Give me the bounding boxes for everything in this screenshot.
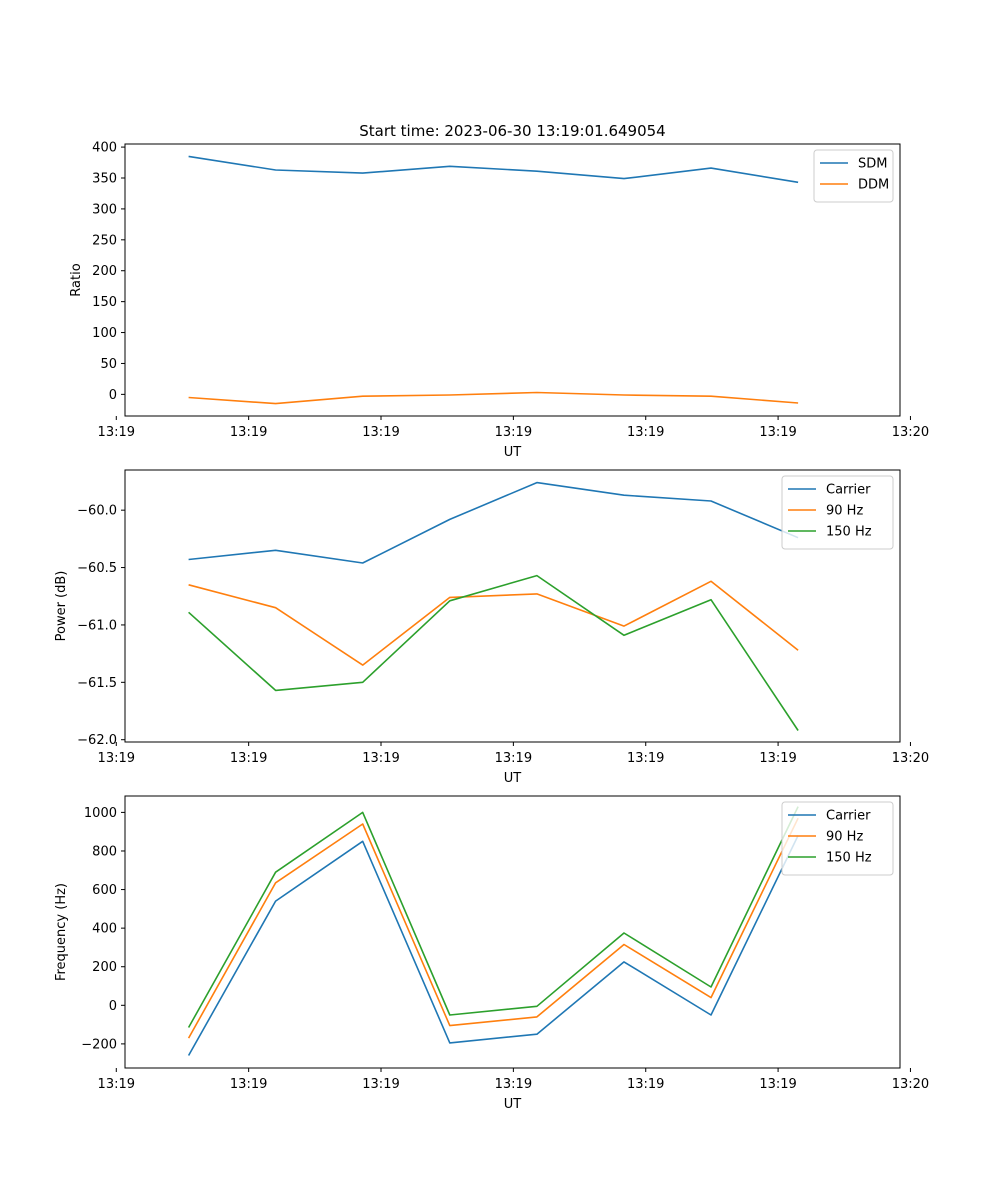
x-tick-label: 13:19 bbox=[98, 425, 135, 440]
x-tick-label: 13:19 bbox=[627, 425, 664, 440]
y-axis-label: Power (dB) bbox=[54, 571, 69, 642]
plot-frame bbox=[124, 795, 901, 1069]
y-tick-label: 1000 bbox=[84, 806, 117, 821]
legend-label: Carrier bbox=[826, 809, 871, 824]
x-tick-label: 13:20 bbox=[892, 1077, 929, 1092]
x-tick-label: 13:20 bbox=[892, 425, 929, 440]
chart-panel-2: 13:19 13:19 13:19 13:19 13:19 13:19 13:20 −62.0… bbox=[54, 469, 929, 786]
y-tick-label: −200 bbox=[81, 1037, 117, 1052]
x-tick-label: 13:19 bbox=[495, 751, 532, 766]
y-tick-label: −62.0 bbox=[77, 733, 117, 748]
y-tick-label: −60.5 bbox=[77, 561, 117, 576]
series-line-150-hz bbox=[188, 574, 799, 731]
x-tick-label: 13:20 bbox=[892, 751, 929, 766]
y-tick-label: 50 bbox=[100, 357, 117, 372]
x-tick-label: 13:19 bbox=[230, 751, 267, 766]
y-axis-label: Frequency (Hz) bbox=[54, 883, 69, 981]
y-tick-label: 300 bbox=[92, 202, 117, 217]
x-tick-label: 13:19 bbox=[230, 425, 267, 440]
x-tick-label: 13:19 bbox=[627, 751, 664, 766]
legend-label: 150 Hz bbox=[826, 851, 872, 866]
y-tick-label: 200 bbox=[92, 264, 117, 279]
x-tick-label: 13:19 bbox=[230, 1077, 267, 1092]
y-tick-label: 0 bbox=[109, 999, 117, 1014]
chart-panel-3: 13:19 13:19 13:19 13:19 13:19 13:19 13:20 −200 0… bbox=[54, 795, 929, 1112]
y-tick-label: 800 bbox=[92, 844, 117, 859]
y-tick-label: 350 bbox=[92, 172, 117, 187]
y-axis-label: Ratio bbox=[69, 263, 84, 296]
x-tick-label: 13:19 bbox=[362, 751, 399, 766]
x-axis-label: UT bbox=[504, 771, 522, 786]
x-tick-label: 13:19 bbox=[759, 425, 796, 440]
y-tick-label: 0 bbox=[109, 388, 117, 403]
plot-frame bbox=[124, 469, 901, 743]
x-tick-label: 13:19 bbox=[759, 751, 796, 766]
x-tick-label: 13:19 bbox=[362, 1077, 399, 1092]
legend-label: Carrier bbox=[826, 483, 871, 498]
figure-title: Start time: 2023-06-30 13:19:01.649054 bbox=[359, 122, 665, 140]
chart-panel-1: 13:19 13:19 13:19 13:19 13:19 13:19 13:20 0 50 10… bbox=[69, 141, 929, 460]
y-tick-label: 100 bbox=[92, 326, 117, 341]
x-tick-label: 13:19 bbox=[362, 425, 399, 440]
y-tick-label: −61.0 bbox=[77, 618, 117, 633]
y-tick-label: 150 bbox=[92, 295, 117, 310]
y-tick-label: −61.5 bbox=[77, 676, 117, 691]
y-tick-label: 600 bbox=[92, 883, 117, 898]
x-tick-label: 13:19 bbox=[495, 425, 532, 440]
legend: Carrier 90 Hz 150 Hz bbox=[781, 801, 894, 876]
series-line-ddm bbox=[188, 391, 799, 405]
x-axis-label: UT bbox=[504, 1097, 522, 1112]
x-tick-label: 13:19 bbox=[98, 1077, 135, 1092]
legend: Carrier 90 Hz 150 Hz bbox=[781, 475, 894, 550]
y-tick-label: 400 bbox=[92, 922, 117, 937]
plot-frame bbox=[124, 143, 901, 417]
x-tick-label: 13:19 bbox=[495, 1077, 532, 1092]
legend-label: 90 Hz bbox=[826, 830, 863, 845]
y-tick-label: −60.0 bbox=[77, 504, 117, 519]
x-tick-label: 13:19 bbox=[98, 751, 135, 766]
y-tick-label: 400 bbox=[92, 141, 117, 156]
series-line-sdm bbox=[188, 155, 799, 184]
series-line-90-hz bbox=[187, 817, 799, 1039]
y-tick-label: 200 bbox=[92, 960, 117, 975]
y-tick-label: 250 bbox=[92, 233, 117, 248]
x-tick-label: 13:19 bbox=[759, 1077, 796, 1092]
x-axis-label: UT bbox=[504, 445, 522, 460]
series-line-90-hz bbox=[188, 580, 799, 666]
legend-label: 150 Hz bbox=[826, 525, 872, 540]
series-line-carrier bbox=[187, 835, 799, 1056]
series-line-carrier bbox=[188, 481, 799, 564]
legend: SDM DDM bbox=[813, 149, 894, 203]
x-tick-label: 13:19 bbox=[627, 1077, 664, 1092]
legend-label: SDM bbox=[858, 157, 887, 172]
legend-label: DDM bbox=[858, 178, 889, 193]
legend-label: 90 Hz bbox=[826, 504, 863, 519]
series-line-150-hz bbox=[187, 806, 799, 1028]
